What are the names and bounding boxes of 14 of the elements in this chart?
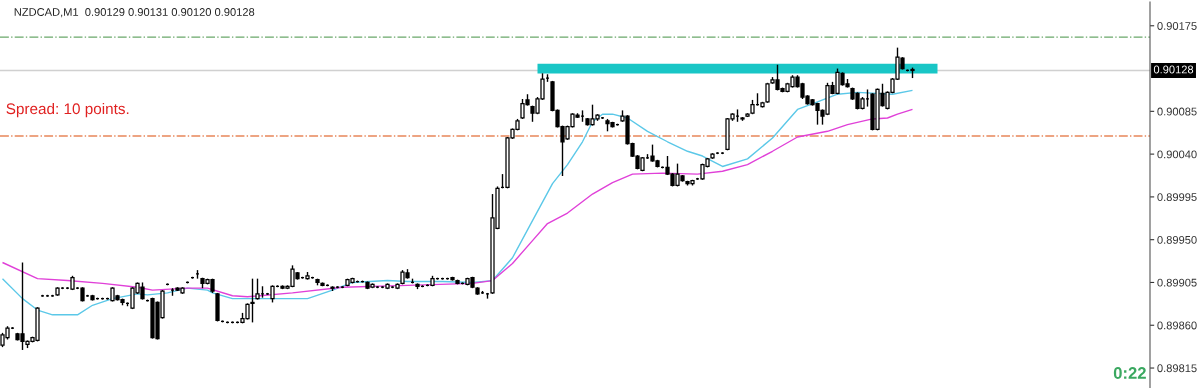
y-tick-label: 0.89950	[1157, 235, 1197, 244]
candlestick	[255, 277, 260, 301]
candlestick	[250, 277, 255, 324]
y-tick-label: 0.89815	[1157, 364, 1197, 373]
ref-line-label: 0.90128	[1153, 65, 1194, 74]
annotation: 0:22	[1113, 367, 1146, 379]
y-tick-label: 0.90085	[1157, 107, 1197, 116]
y-tick-label: 0.90175	[1157, 22, 1197, 30]
chart-title: NZDCAD,M1 0.90129 0.90131 0.90120 0.90128	[14, 8, 255, 18]
y-tick-label: 0.89995	[1157, 193, 1197, 202]
y-tick-label: 0.89905	[1157, 278, 1197, 287]
annotation: Spread: 10 points.	[6, 102, 129, 118]
y-tick-label: 0.89860	[1157, 321, 1197, 330]
y-tick-label: 0.90040	[1157, 150, 1197, 159]
